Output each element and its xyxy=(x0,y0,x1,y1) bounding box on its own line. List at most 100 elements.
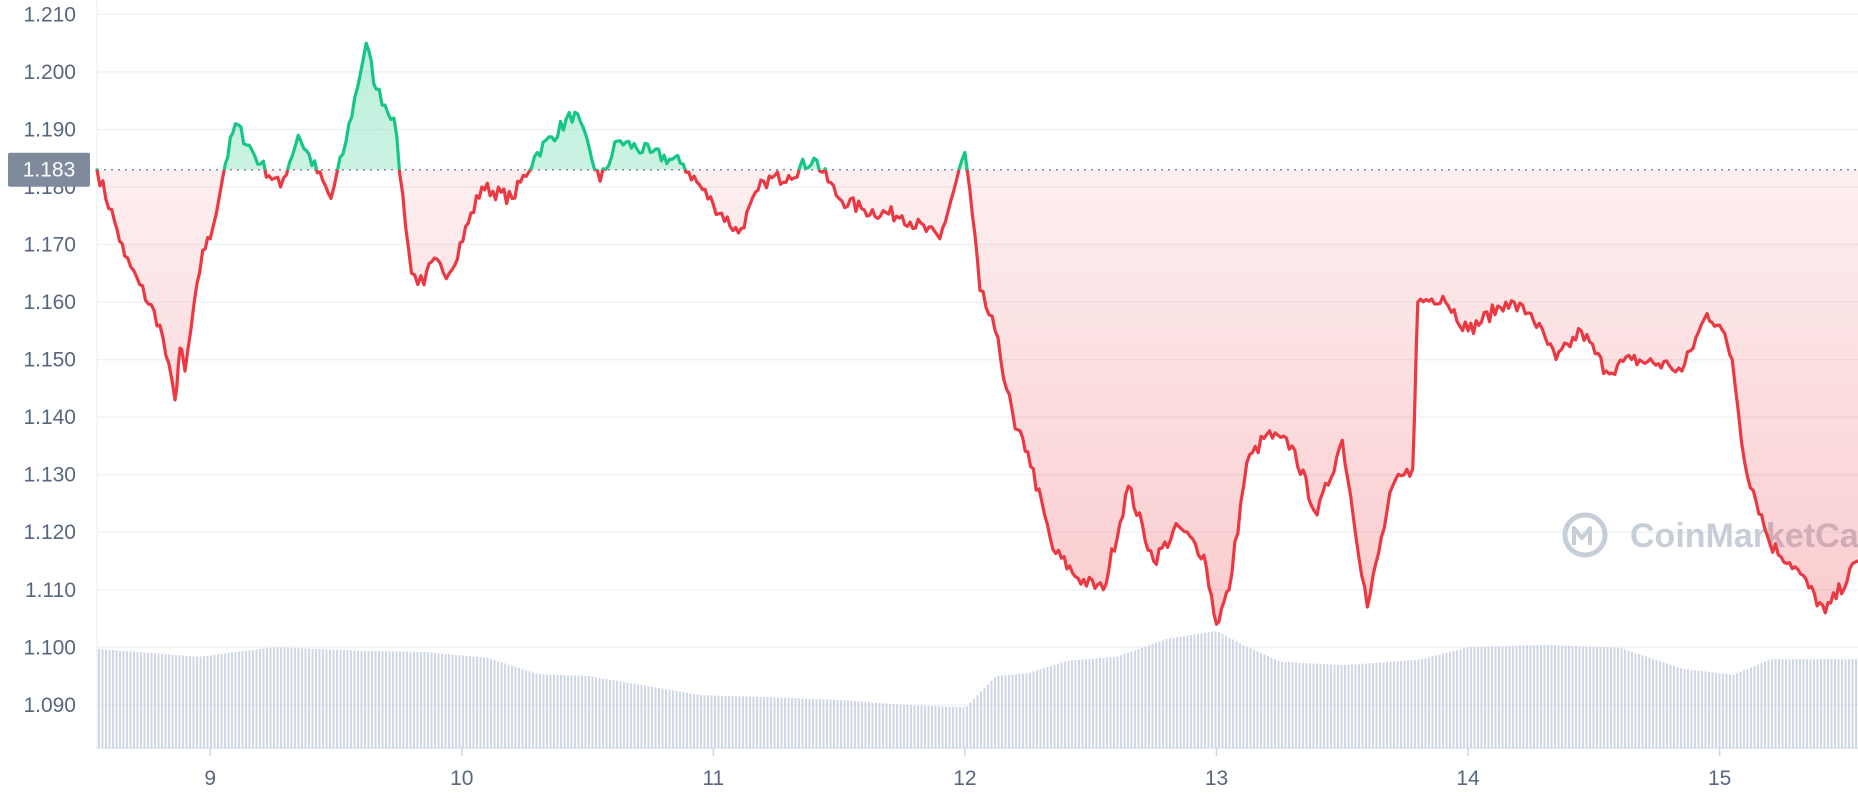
volume-bar xyxy=(857,701,860,748)
volume-bar xyxy=(1186,635,1189,748)
volume-bar xyxy=(766,697,769,748)
volume-bar xyxy=(1596,646,1598,748)
volume-bar xyxy=(1795,659,1798,748)
volume-bar xyxy=(1365,663,1367,748)
volume-bar xyxy=(1379,662,1381,748)
volume-bar xyxy=(1718,673,1721,748)
volume-bar xyxy=(819,699,821,748)
volume-bar xyxy=(1295,662,1297,748)
volume-bar xyxy=(1200,633,1203,748)
volume-bar xyxy=(1148,645,1150,748)
volume-bar xyxy=(549,674,552,748)
volume-bar xyxy=(1606,647,1609,748)
volume-bar xyxy=(1221,633,1224,748)
volume-bar xyxy=(980,691,982,748)
volume-bar xyxy=(1302,662,1304,748)
volume-bar xyxy=(1337,664,1339,748)
volume-bar xyxy=(1109,657,1112,748)
volume-bar xyxy=(1029,672,1031,748)
volume-bar xyxy=(1494,646,1497,748)
volume-bar xyxy=(1792,659,1794,748)
volume-bar xyxy=(1687,669,1689,748)
volume-bar xyxy=(1172,637,1175,748)
volume-bar xyxy=(917,705,919,748)
volume-bar xyxy=(1235,641,1238,748)
volume-bar xyxy=(966,706,968,748)
volume-bar xyxy=(1060,662,1063,748)
volume-bar xyxy=(1806,659,1808,748)
volume-bar xyxy=(630,683,632,748)
y-tick-label: 1.200 xyxy=(23,61,76,84)
volume-bar xyxy=(808,698,811,748)
volume-bar xyxy=(1851,659,1854,748)
y-tick-label: 1.170 xyxy=(23,234,76,257)
volume-bar xyxy=(952,706,954,748)
volume-bar xyxy=(1680,668,1682,748)
volume-bar xyxy=(101,649,104,748)
volume-bar xyxy=(1764,661,1766,748)
volume-bar xyxy=(493,660,496,748)
volume-bar xyxy=(1165,639,1168,748)
volume-bar xyxy=(462,655,464,748)
volume-bar xyxy=(1655,659,1658,748)
volume-bar xyxy=(406,651,408,748)
volume-bar xyxy=(1001,675,1003,748)
volume-bar xyxy=(185,655,188,748)
reference-badge-label: 1.183 xyxy=(23,159,76,182)
volume-bar xyxy=(787,697,790,748)
volume-bar xyxy=(381,651,384,748)
volume-bar xyxy=(539,674,541,748)
volume-bar xyxy=(1305,663,1308,748)
volume-bar xyxy=(1225,635,1227,748)
volume-bar xyxy=(1568,645,1570,748)
volume-bar xyxy=(1841,659,1843,748)
volume-bar xyxy=(717,695,720,748)
volume-bar xyxy=(1788,659,1791,748)
volume-bar xyxy=(931,705,933,748)
volume-bar xyxy=(280,647,282,748)
volume-bar xyxy=(1627,650,1630,748)
volume-bar xyxy=(311,648,314,748)
y-tick-label: 1.210 xyxy=(23,3,76,26)
volume-bar xyxy=(511,665,513,748)
volume-bar xyxy=(1179,636,1182,748)
volume-bar xyxy=(409,651,412,748)
volume-bar xyxy=(1151,644,1154,748)
volume-bar xyxy=(1036,670,1038,748)
volume-bar xyxy=(1589,646,1591,748)
volume-bar xyxy=(1214,631,1217,748)
volume-bar xyxy=(1620,648,1623,748)
volume-bar xyxy=(948,706,951,748)
volume-bar xyxy=(773,697,776,748)
x-axis: 9 10 11 12 13 14 15 xyxy=(204,748,1731,790)
volume-bar xyxy=(1491,646,1493,748)
volume-bar xyxy=(784,697,786,748)
volume-bar xyxy=(143,652,146,748)
volume-bar xyxy=(451,654,454,748)
volume-bar xyxy=(329,649,331,748)
volume-bar xyxy=(871,702,874,748)
volume-bar xyxy=(861,701,863,748)
volume-bar xyxy=(1396,661,1399,748)
volume-bar xyxy=(1837,659,1840,748)
volume-bar xyxy=(1368,663,1371,748)
volume-bar xyxy=(1736,673,1738,748)
volume-bar xyxy=(633,683,636,748)
volume-bar xyxy=(1312,663,1315,748)
volume-bar xyxy=(959,706,961,748)
volume-bar xyxy=(1599,647,1602,748)
x-tick-label: 12 xyxy=(953,767,976,790)
volume-bar xyxy=(1015,674,1017,748)
volume-bar xyxy=(203,656,205,748)
volume-bar xyxy=(255,649,258,748)
volume-bar xyxy=(1802,659,1805,748)
volume-bar xyxy=(728,695,730,748)
volume-bar xyxy=(1211,631,1213,748)
volume-bar xyxy=(1571,645,1574,748)
volume-bar xyxy=(1099,658,1101,748)
volume-bar xyxy=(822,699,825,748)
volume-bar xyxy=(899,704,902,748)
volume-bar xyxy=(157,653,160,748)
volume-bar xyxy=(560,675,562,748)
